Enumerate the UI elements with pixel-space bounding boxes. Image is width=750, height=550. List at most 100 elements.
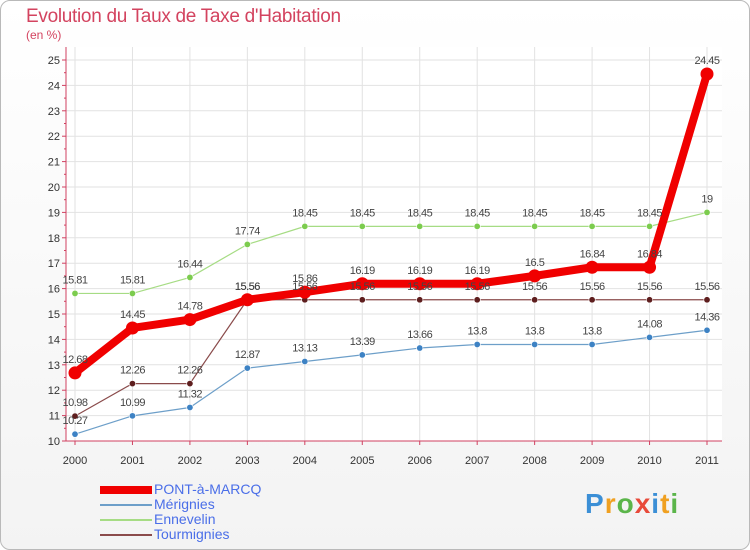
- data-point: [643, 260, 657, 274]
- data-point: [416, 222, 424, 230]
- data-label: 15.81: [62, 274, 87, 286]
- legend-item: PONT-à-MARCQ: [100, 482, 261, 497]
- data-label: 18.45: [350, 207, 375, 219]
- data-label: 13.8: [582, 325, 602, 337]
- data-point: [646, 333, 654, 341]
- x-tick-label: 2003: [235, 455, 259, 467]
- data-label: 16.19: [407, 265, 432, 277]
- y-tick-label: 12: [48, 385, 60, 397]
- data-label: 13.8: [525, 325, 545, 337]
- data-point: [243, 364, 251, 372]
- data-label: 18.45: [522, 207, 547, 219]
- logo-letter: i: [670, 488, 680, 519]
- data-label: 10.98: [62, 397, 87, 409]
- data-label: 12.68: [62, 354, 87, 366]
- y-tick-label: 23: [48, 106, 60, 118]
- data-label: 16.84: [580, 248, 605, 260]
- data-label: 16.19: [350, 265, 375, 277]
- x-tick-label: 2007: [465, 455, 489, 467]
- y-tick-label: 25: [48, 55, 60, 67]
- data-label: 15.56: [637, 281, 662, 293]
- legend-item: Mérignies: [100, 497, 261, 512]
- legend-label: Ennevelin: [154, 511, 216, 527]
- data-point: [243, 240, 251, 248]
- data-point: [473, 296, 481, 304]
- data-point: [416, 344, 424, 352]
- data-point: [128, 412, 136, 420]
- data-point: [183, 313, 197, 327]
- data-point: [413, 277, 427, 291]
- y-tick-label: 11: [49, 411, 60, 423]
- data-label: 17.74: [235, 225, 260, 237]
- data-label: 18.45: [407, 207, 432, 219]
- x-tick-label: 2002: [178, 455, 202, 467]
- x-tick-label: 2006: [407, 455, 431, 467]
- data-label: 15.56: [350, 281, 375, 293]
- data-label: 18.45: [637, 207, 662, 219]
- y-tick-label: 21: [48, 157, 60, 169]
- data-label: 14.78: [177, 301, 202, 313]
- data-point: [416, 296, 424, 304]
- legend-swatch: [100, 518, 152, 521]
- data-label: 14.08: [637, 318, 662, 330]
- data-point: [358, 351, 366, 359]
- data-label: 15.86: [292, 273, 317, 285]
- data-label: 15.56: [694, 281, 719, 293]
- data-point: [301, 357, 309, 365]
- data-point: [186, 273, 194, 281]
- legend-swatch: [100, 533, 152, 536]
- data-point: [355, 277, 369, 291]
- data-label: 13.13: [292, 342, 317, 354]
- legend-label: Mérignies: [154, 496, 215, 512]
- data-label: 10.27: [62, 415, 87, 427]
- chart-title: Evolution du Taux de Taxe d'Habitation: [26, 6, 341, 27]
- data-label: 10.99: [120, 397, 145, 409]
- plot-area: [66, 47, 722, 441]
- data-point: [646, 296, 654, 304]
- legend: PONT-à-MARCQ Mérignies Ennevelin Tourmignie…: [100, 482, 261, 542]
- data-point: [703, 296, 711, 304]
- data-label: 15.56: [465, 281, 490, 293]
- data-label: 12.26: [177, 365, 202, 377]
- data-label: 19: [701, 193, 713, 205]
- data-label: 16.84: [637, 248, 662, 260]
- data-point: [588, 222, 596, 230]
- series-line: [74, 299, 708, 417]
- data-point: [186, 380, 194, 388]
- series-layer: [68, 67, 714, 438]
- logo-letter: i: [651, 488, 661, 519]
- data-point: [71, 289, 79, 297]
- data-point: [588, 296, 596, 304]
- data-point: [68, 366, 82, 380]
- data-label: 13.8: [467, 325, 487, 337]
- legend-item: Tourmignies: [100, 527, 261, 542]
- y-tick-label: 20: [48, 182, 60, 194]
- y-tick-label: 14: [48, 334, 60, 346]
- data-point: [588, 340, 596, 348]
- data-label: 18.45: [465, 207, 490, 219]
- data-point: [71, 412, 79, 420]
- data-point: [470, 277, 484, 291]
- data-label: 14.36: [694, 311, 719, 323]
- x-tick-label: 2004: [293, 455, 317, 467]
- axes: 10 11 12 13 14 15 16 17 18 19 20 21 22 23 24 25 2000 2001…: [48, 47, 722, 467]
- data-point: [585, 260, 599, 274]
- data-point: [531, 340, 539, 348]
- legend-label: PONT-à-MARCQ: [154, 481, 262, 497]
- data-label: 24.45: [694, 55, 719, 67]
- x-tick-label: 2001: [120, 455, 144, 467]
- data-point: [703, 208, 711, 216]
- data-label: 13.66: [407, 329, 432, 341]
- data-point: [358, 222, 366, 230]
- legend-label: Tourmignies: [154, 526, 230, 542]
- x-tick-label: 2011: [695, 455, 719, 467]
- data-label: 11.32: [178, 388, 203, 400]
- y-tick-label: 22: [48, 131, 60, 143]
- data-point: [700, 67, 714, 81]
- y-tick-label: 13: [48, 360, 60, 372]
- data-label: 16.5: [525, 257, 545, 269]
- data-point: [240, 293, 254, 307]
- data-point: [531, 222, 539, 230]
- series-line: [74, 211, 708, 295]
